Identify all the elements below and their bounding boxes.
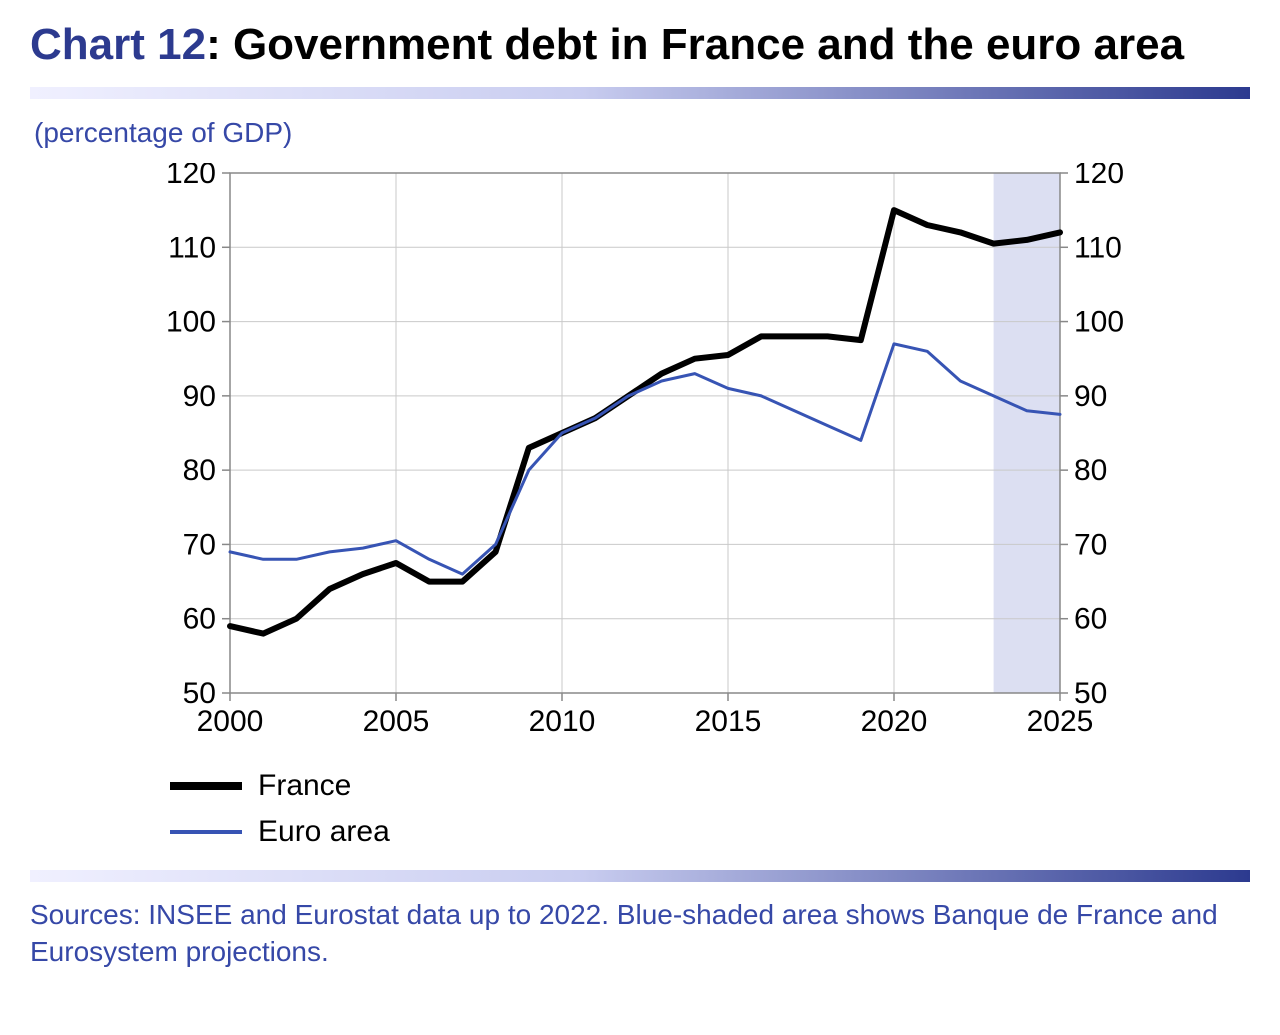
legend-swatch <box>170 782 242 790</box>
svg-text:100: 100 <box>1074 305 1124 338</box>
y-axis-right: 5060708090100110120 <box>1060 163 1124 710</box>
svg-text:70: 70 <box>183 528 216 561</box>
svg-text:2005: 2005 <box>363 705 430 738</box>
chart-legend: FranceEuro area <box>170 763 1250 856</box>
svg-text:2000: 2000 <box>197 705 264 738</box>
svg-text:60: 60 <box>1074 602 1107 635</box>
svg-text:110: 110 <box>1074 231 1122 264</box>
chart-subtitle: (percentage of GDP) <box>34 117 1250 149</box>
y-axis-left: 5060708090100110120 <box>166 163 230 710</box>
legend-swatch <box>170 830 242 834</box>
plot-border <box>230 173 1060 693</box>
chart-svg: 5060708090100110120506070809010011012020… <box>140 163 1150 743</box>
chart-plot-container: 5060708090100110120506070809010011012020… <box>140 163 1140 743</box>
chart-number: Chart 12 <box>30 20 206 69</box>
projection-band <box>994 173 1060 693</box>
svg-text:80: 80 <box>183 454 216 487</box>
svg-text:60: 60 <box>183 602 216 635</box>
svg-text:2020: 2020 <box>861 705 928 738</box>
svg-text:110: 110 <box>168 231 216 264</box>
chart-sources: Sources: INSEE and Eurostat data up to 2… <box>30 896 1250 972</box>
svg-text:120: 120 <box>1074 163 1124 190</box>
header-gradient-bar <box>30 87 1250 99</box>
series-euro-area <box>230 343 1060 573</box>
svg-text:2025: 2025 <box>1027 705 1094 738</box>
x-axis: 2000 2005 2010 2015 2020 2025 <box>197 693 1094 738</box>
legend-label: France <box>258 763 351 810</box>
svg-text:90: 90 <box>1074 379 1107 412</box>
svg-text:80: 80 <box>1074 454 1107 487</box>
chart-title-text: : Government debt in France and the euro… <box>206 20 1184 69</box>
footer-gradient-bar <box>30 870 1250 882</box>
gridlines <box>230 173 1060 693</box>
series-france <box>230 210 1060 633</box>
svg-text:120: 120 <box>166 163 216 190</box>
svg-text:2010: 2010 <box>529 705 596 738</box>
legend-item: France <box>170 763 1250 810</box>
svg-text:90: 90 <box>183 379 216 412</box>
svg-text:100: 100 <box>166 305 216 338</box>
legend-label: Euro area <box>258 809 390 856</box>
chart-title: Chart 12: Government debt in France and … <box>30 20 1250 71</box>
legend-item: Euro area <box>170 809 1250 856</box>
svg-text:2015: 2015 <box>695 705 762 738</box>
svg-text:70: 70 <box>1074 528 1107 561</box>
